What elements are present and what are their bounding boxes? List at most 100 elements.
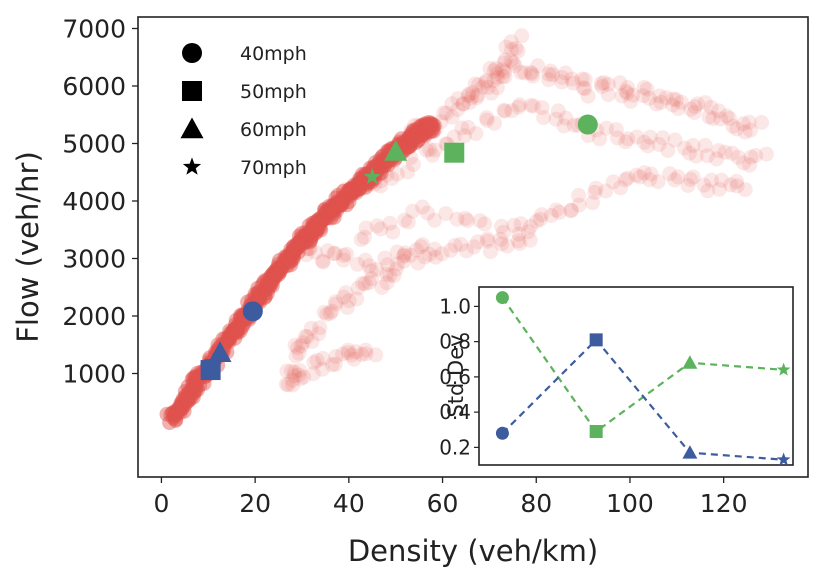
background-point (380, 157, 396, 173)
background-point (355, 174, 371, 190)
inset-y-tick-label: 0.4 (439, 400, 471, 424)
background-point (162, 415, 178, 431)
background-point (354, 172, 370, 188)
background-point (681, 145, 697, 161)
background-point (227, 323, 243, 339)
background-point (290, 244, 306, 260)
background-point (172, 402, 188, 418)
background-point (330, 187, 346, 203)
background-point (251, 285, 267, 301)
background-point (166, 407, 182, 423)
background-point (525, 68, 541, 84)
background-point (355, 275, 371, 291)
background-point (165, 410, 181, 426)
background-point (457, 210, 473, 226)
background-point (192, 377, 208, 393)
background-point (523, 98, 539, 113)
background-point (558, 110, 574, 126)
background-series-stray-branch (287, 237, 430, 364)
background-point (503, 34, 519, 50)
background-point (717, 144, 733, 160)
background-point (343, 183, 359, 199)
inset-chart: 0.2 0.4 0.6 0.8 1.0 Std Dev (439, 286, 794, 466)
background-point (349, 177, 365, 193)
background-point (729, 121, 745, 137)
background-point (299, 233, 314, 249)
background-point (418, 116, 434, 132)
background-point (667, 132, 683, 148)
background-point (250, 280, 266, 296)
background-point (409, 121, 425, 137)
background-point (486, 73, 502, 89)
inset-y-tick-label: 0.6 (439, 365, 471, 389)
background-point (423, 117, 439, 133)
background-point (286, 244, 302, 259)
background-point (272, 259, 288, 275)
background-point (369, 261, 385, 277)
background-point (353, 171, 368, 187)
background-point (758, 146, 774, 162)
background-point (410, 118, 426, 134)
background-point (418, 121, 434, 136)
inset-y-tick-label: 1.0 (439, 294, 471, 318)
background-point (180, 391, 196, 407)
background-point (279, 363, 295, 379)
background-point (554, 74, 570, 90)
background-point (351, 181, 367, 197)
background-point (352, 181, 368, 197)
background-point (286, 368, 302, 384)
background-series-stray-low (278, 342, 384, 393)
background-point (258, 288, 273, 304)
background-point (492, 231, 508, 247)
background-point (541, 66, 557, 82)
background-point (351, 178, 367, 193)
background-point (337, 182, 353, 198)
background-point (180, 379, 196, 394)
background-point (402, 131, 418, 147)
background-point (415, 127, 431, 143)
background-point (754, 115, 770, 130)
background-point (271, 253, 287, 268)
background-point (651, 136, 667, 152)
background-point (341, 182, 357, 198)
background-point (188, 380, 204, 396)
background-point (227, 325, 243, 341)
background-point (170, 404, 186, 420)
background-point (300, 226, 316, 242)
background-point (483, 244, 498, 260)
background-point (399, 133, 414, 149)
background-point (279, 258, 295, 274)
background-point (294, 235, 310, 251)
background-point (343, 184, 359, 200)
background-series-tail-branch (298, 224, 538, 279)
background-point (273, 258, 289, 274)
background-point (619, 85, 635, 101)
background-point (358, 179, 374, 195)
background-point (504, 103, 520, 119)
legend-label: 50mph (240, 81, 307, 103)
background-point (520, 224, 536, 240)
inset-marker-blue-50mph (589, 333, 603, 347)
background-point (470, 234, 486, 250)
background-point (608, 122, 624, 138)
background-point (324, 198, 340, 214)
background-point (407, 125, 423, 141)
background-point (166, 409, 182, 425)
background-point (339, 197, 355, 213)
background-point (265, 268, 281, 284)
background-point (422, 117, 438, 133)
background-point (400, 132, 416, 148)
background-point (711, 181, 727, 197)
background-point (438, 105, 454, 121)
background-point (336, 248, 352, 263)
background-point (400, 135, 416, 151)
background-point (339, 246, 355, 262)
background-point (235, 317, 251, 333)
background-point (403, 126, 419, 142)
background-point (232, 323, 248, 339)
background-point (270, 260, 286, 275)
background-point (446, 129, 462, 145)
background-point (312, 220, 328, 236)
background-point (332, 198, 347, 214)
background-point (177, 383, 193, 399)
